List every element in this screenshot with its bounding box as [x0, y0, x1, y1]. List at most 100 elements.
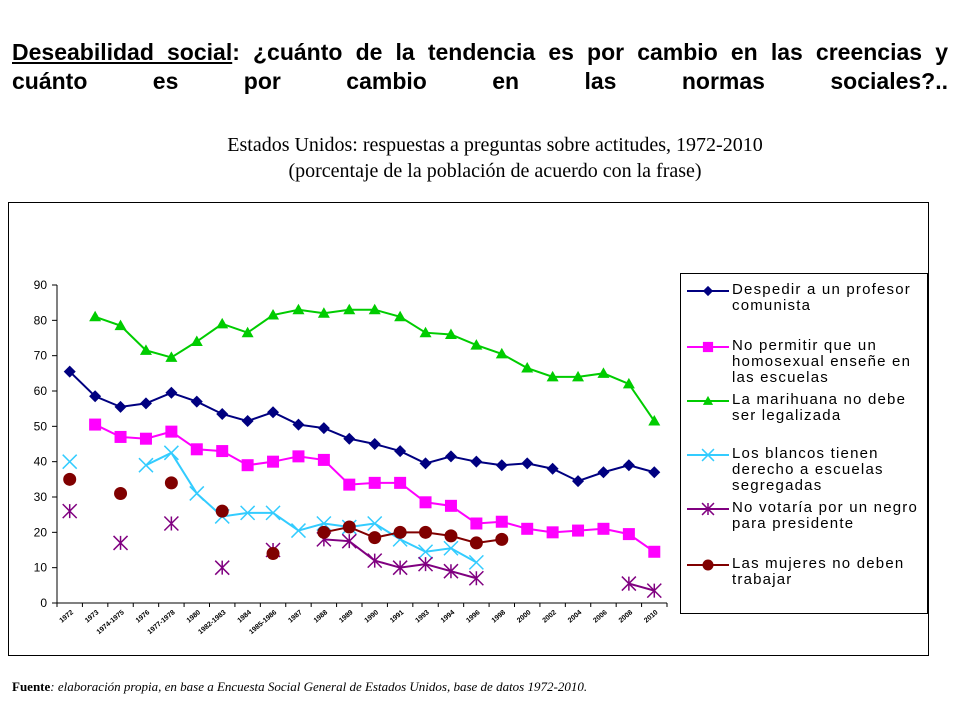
series-5-point [163, 515, 179, 532]
series-1-point [63, 365, 76, 378]
series-4-point [367, 515, 383, 532]
series-2-point [572, 524, 585, 537]
series-1-point [216, 407, 229, 420]
legend-marker [687, 502, 729, 516]
x-tick-label: 1996 [465, 609, 482, 624]
legend-marker [687, 559, 729, 571]
series-3-point [241, 326, 254, 338]
series-3-point [648, 415, 661, 426]
series-6-point [419, 525, 433, 539]
series-3-point [368, 303, 381, 315]
x-tick-label: 1998 [491, 609, 508, 624]
series-2-point [139, 432, 152, 445]
x-tick-label: 1984 [236, 609, 253, 624]
legend-symbol [702, 559, 714, 571]
series-1-point [597, 466, 610, 479]
legend-label: No permitir que un homosexual enseñe en … [732, 337, 912, 386]
series-5-point [418, 556, 434, 572]
series-5-point [62, 503, 78, 519]
series-6-point [114, 486, 128, 500]
x-tick-label: 1994 [440, 609, 457, 624]
series-3 [89, 303, 661, 426]
y-tick-label: 50 [34, 419, 48, 433]
series-6-point [393, 525, 407, 539]
series-2-point [89, 418, 102, 431]
series-1-point [394, 445, 407, 458]
series-3-line [94, 308, 656, 422]
series-3-point [139, 344, 152, 355]
x-tick-label: 2004 [567, 609, 584, 624]
series-5-point [468, 570, 484, 586]
series-1-point [368, 438, 381, 450]
y-tick-label: 90 [34, 278, 48, 292]
series-1 [63, 365, 661, 488]
series-4-point [138, 457, 154, 473]
series-3-point [216, 317, 229, 329]
series-3-point [444, 328, 457, 339]
series-2-point [470, 517, 483, 530]
series-4-point [189, 485, 205, 501]
source-text: : elaboración propia, en base a Encuesta… [50, 679, 588, 694]
series-3-point [165, 351, 178, 362]
series-4-point [468, 554, 484, 570]
series-1-point [419, 457, 432, 470]
y-tick-label: 80 [34, 313, 48, 327]
series-5-point [621, 576, 637, 592]
series-4-point [418, 544, 434, 560]
y-tick-label: 30 [34, 490, 48, 504]
series-3-point [622, 377, 635, 389]
series-3-point [419, 326, 432, 338]
y-tick-label: 10 [34, 561, 48, 575]
x-tick-label: 2010 [643, 609, 660, 624]
subtitle-line-1: Estados Unidos: respuestas a preguntas s… [227, 134, 763, 156]
x-tick-label: 1993 [414, 609, 431, 624]
series-3-point [267, 309, 280, 320]
series-5-point [341, 533, 357, 549]
x-tick-label: 1980 [186, 609, 203, 624]
series-2-point [165, 425, 178, 438]
series-3-point [521, 362, 534, 373]
series-5 [62, 503, 662, 599]
series-3-point [343, 303, 356, 315]
series-1-point [470, 455, 483, 468]
series-4-point [443, 540, 459, 556]
series-2-point [546, 526, 559, 539]
series-2-point [114, 430, 127, 443]
series-4-point [163, 445, 179, 461]
legend-symbol [701, 502, 715, 516]
series-1-point [648, 466, 661, 479]
source-label: Fuente [12, 679, 51, 694]
series-1-point [521, 457, 534, 470]
legend-symbol [701, 448, 715, 462]
legend-label: Los blancos tienen derecho a escuelas se… [732, 445, 884, 494]
series-5-point [646, 583, 662, 599]
series-6-point [215, 504, 229, 518]
series-1-point [444, 450, 457, 463]
series-2-point [267, 455, 280, 468]
series-3-point [190, 335, 203, 347]
legend-marker [687, 448, 729, 462]
series-2-point [597, 522, 610, 535]
y-tick-label: 0 [40, 596, 47, 610]
series-1-point [622, 459, 635, 472]
series-6-point [63, 472, 77, 486]
series-1-point [139, 397, 152, 410]
x-tick-label: 1989 [338, 609, 355, 624]
series-3-point [317, 307, 330, 318]
legend-symbol [702, 285, 714, 297]
series-2-point [394, 476, 407, 489]
series-3-point [572, 370, 585, 382]
legend-label: Las mujeres no deben trabajar [732, 555, 905, 588]
series-1-point [572, 475, 585, 488]
x-tick-label: 1977-1978 [147, 609, 177, 636]
x-tick-label: 1972 [59, 609, 76, 624]
series-5-line [628, 582, 655, 592]
legend-marker [687, 341, 729, 353]
series-1-point [495, 459, 508, 472]
title-highlight: Deseabilidad social [12, 39, 233, 65]
series-3-point [470, 339, 483, 350]
series-4-point [265, 505, 281, 521]
x-tick-label: 1990 [364, 609, 381, 624]
x-tick-label: 1991 [389, 609, 406, 624]
